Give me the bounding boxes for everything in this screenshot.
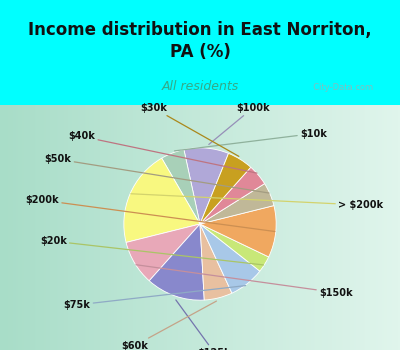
- Wedge shape: [162, 149, 200, 224]
- Wedge shape: [149, 224, 204, 300]
- Text: $40k: $40k: [68, 131, 257, 173]
- Wedge shape: [200, 224, 232, 300]
- Wedge shape: [200, 184, 274, 224]
- Wedge shape: [200, 153, 251, 224]
- Text: $30k: $30k: [140, 103, 239, 156]
- Text: All residents: All residents: [161, 79, 239, 93]
- Text: $75k: $75k: [64, 286, 246, 310]
- Text: City-Data.com: City-Data.com: [308, 83, 373, 92]
- Wedge shape: [200, 167, 264, 224]
- Text: $200k: $200k: [26, 195, 275, 231]
- Wedge shape: [200, 205, 276, 257]
- Text: $100k: $100k: [209, 103, 270, 145]
- Wedge shape: [126, 224, 200, 281]
- Text: $50k: $50k: [45, 154, 269, 193]
- Wedge shape: [200, 224, 269, 271]
- Text: $125k: $125k: [176, 300, 231, 350]
- Text: $150k: $150k: [136, 265, 353, 298]
- Text: $60k: $60k: [121, 301, 216, 350]
- Wedge shape: [124, 158, 200, 243]
- Text: Income distribution in East Norriton,
PA (%): Income distribution in East Norriton, PA…: [28, 21, 372, 61]
- Wedge shape: [200, 224, 260, 293]
- Text: $10k: $10k: [174, 128, 327, 151]
- Wedge shape: [184, 148, 228, 224]
- Text: $20k: $20k: [40, 236, 264, 265]
- Text: > $200k: > $200k: [131, 194, 383, 210]
